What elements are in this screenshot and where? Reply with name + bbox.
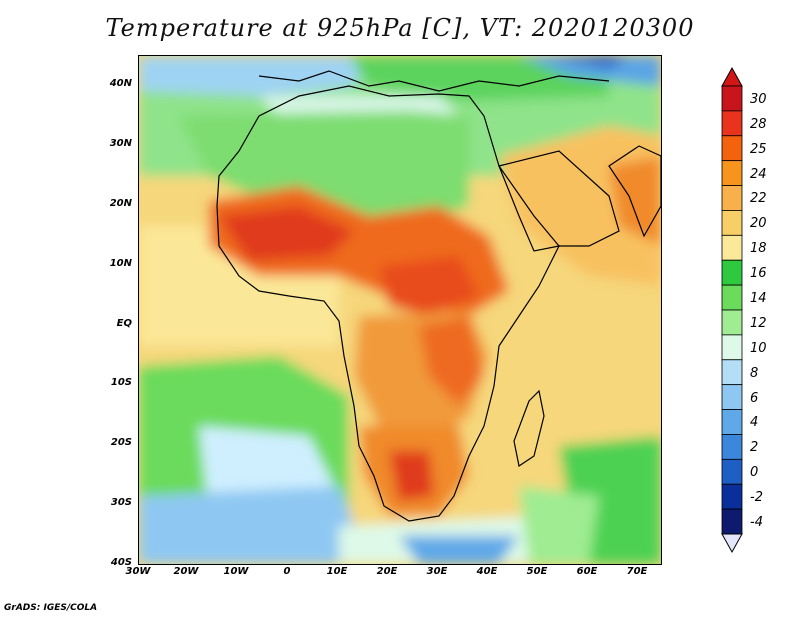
europe-outline [258,70,610,92]
india-outline [608,145,661,238]
colorbar-label: 4 [750,415,759,431]
colorbar-segment [721,359,743,386]
colorbar-bottom-arrow [721,533,743,554]
colorbar-segment [721,234,743,261]
field-sahara-green [179,111,469,226]
lon-label: 40E [476,566,498,577]
lon-label: 70E [626,566,648,577]
lon-label: 60E [576,566,598,577]
colorbar-label: -2 [750,490,763,506]
colorbar-segment [721,160,743,186]
colorbar-label: 2 [750,440,759,456]
colorbar-segment [721,135,743,162]
lat-label: EQ [116,318,132,329]
colorbar-label: 28 [750,116,767,132]
colorbar-top-arrow [721,66,743,87]
colorbar-segment [721,185,743,211]
lat-label: 20S [110,437,132,448]
colorbar-label: 25 [750,141,767,157]
map-title: Temperature at 925hPa [C], VT: 202012030… [105,14,695,42]
lon-label: 50E [526,566,548,577]
colorbar-label: 18 [750,241,767,257]
arabia-outline [498,150,620,247]
lat-label: 10S [110,377,132,388]
field-sahel-core [219,206,354,261]
field-indian-light [519,486,599,564]
lon-label: 30W [125,566,151,577]
lat-label: 40N [109,78,132,89]
lat-label: 20N [109,198,132,209]
africa-coastline [216,85,561,522]
colorbar-label: 22 [750,191,767,207]
colorbar-label: 12 [750,315,767,331]
colorbar-segment [721,384,743,410]
colorbar-label: -4 [750,515,763,530]
colorbar-segment [721,210,743,236]
colorbar-segment [721,458,743,485]
colorbar-segment [721,508,743,535]
colorbar-segment [721,434,743,460]
grads-credit: GrADS: IGES/COLA [4,603,98,613]
lat-label: 30S [110,497,132,508]
colorbar-label: 10 [750,340,767,356]
colorbar-segment [721,334,743,361]
madagascar-outline [513,389,545,467]
lon-label: 10W [223,566,249,577]
colorbar-label: 20 [750,216,767,232]
lon-label: 30E [426,566,448,577]
colorbar-segment [721,309,743,336]
field-ne-dark [549,56,629,68]
colorbar-segment [721,110,743,137]
colorbar-segment [721,483,743,510]
field-south-atlantic-blue [139,486,369,564]
lon-label: 20W [173,566,199,577]
colorbar-label: 24 [750,166,767,182]
field-ne-blue [519,56,661,86]
lat-label: 30N [109,138,132,149]
field-central-core [379,256,479,316]
field-europe-green [349,56,609,101]
lon-label: 10E [326,566,348,577]
colorbar-label: 0 [750,465,759,481]
field-east-hot [419,316,484,406]
colorbar-label: 16 [750,266,767,282]
colorbar [721,66,743,554]
colorbar-segment [721,85,743,112]
colorbar-segment [721,259,743,286]
colorbar-label: 14 [750,291,767,306]
colorbar-label: 6 [750,390,759,406]
field-india [609,156,661,246]
colorbar-label: 8 [750,365,759,381]
lon-label: 0 [283,566,291,577]
field-kalahari [389,451,434,501]
lon-label: 20E [376,566,398,577]
lat-label: 40S [110,557,132,568]
lat-label: 10N [109,258,132,269]
colorbar-segment [721,409,743,435]
field-nw-blue [139,56,369,96]
colorbar-label: 30 [750,91,767,107]
temperature-map [138,55,662,565]
field-south-blue [399,536,519,564]
colorbar-segment [721,284,743,311]
